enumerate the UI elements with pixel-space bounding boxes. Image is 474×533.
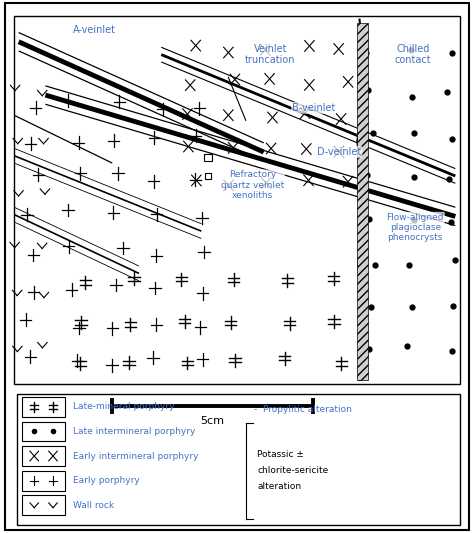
Bar bbox=[22, 471, 65, 490]
Text: Refractory
quartz veinlet
xenoliths: Refractory quartz veinlet xenoliths bbox=[221, 170, 284, 200]
Bar bbox=[205, 173, 211, 179]
Bar bbox=[22, 446, 65, 466]
Bar bbox=[22, 422, 65, 441]
Text: Late-mineral porphyry: Late-mineral porphyry bbox=[73, 402, 175, 411]
Text: Chilled
contact: Chilled contact bbox=[395, 44, 431, 66]
Bar bbox=[357, 23, 368, 380]
Bar bbox=[22, 397, 65, 417]
Text: Late intermineral porphyry: Late intermineral porphyry bbox=[73, 427, 196, 436]
Text: B-veinlet: B-veinlet bbox=[292, 103, 335, 113]
Text: chlorite-sericite: chlorite-sericite bbox=[257, 466, 328, 475]
Text: Wall rock: Wall rock bbox=[73, 501, 115, 510]
Bar bbox=[17, 394, 460, 525]
Text: A-veinlet: A-veinlet bbox=[73, 25, 116, 35]
Text: Early porphyry: Early porphyry bbox=[73, 476, 140, 485]
Text: Flow-aligned
plagioclase
phenocrysts: Flow-aligned plagioclase phenocrysts bbox=[386, 213, 444, 243]
Text: alteration: alteration bbox=[257, 482, 301, 491]
Text: -  Propylitic alteration: - Propylitic alteration bbox=[254, 405, 351, 414]
Text: Potassic ±: Potassic ± bbox=[257, 450, 304, 459]
Text: D-veinlet: D-veinlet bbox=[318, 147, 362, 157]
Bar bbox=[22, 496, 65, 515]
Bar bbox=[14, 16, 460, 384]
Text: 5cm: 5cm bbox=[201, 416, 225, 426]
Text: Early intermineral porphyry: Early intermineral porphyry bbox=[73, 451, 199, 461]
Bar bbox=[204, 155, 212, 161]
Text: Veinlet
truncation: Veinlet truncation bbox=[245, 44, 296, 66]
